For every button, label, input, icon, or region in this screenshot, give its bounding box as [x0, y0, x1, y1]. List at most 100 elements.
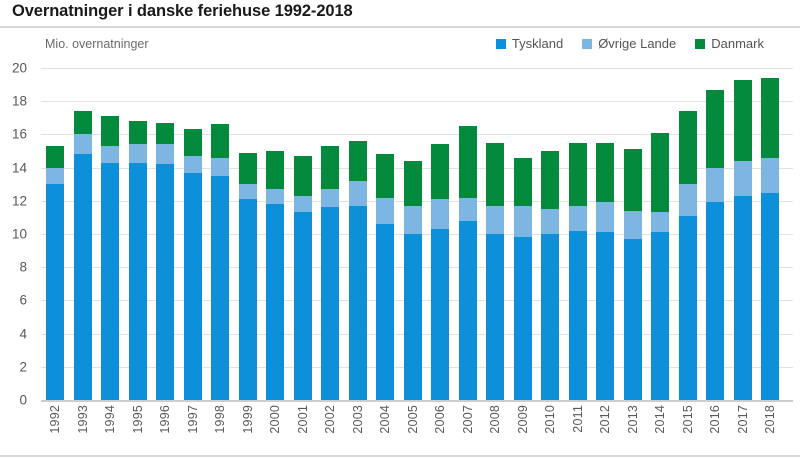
bar-column[interactable] — [238, 152, 257, 400]
bar-column[interactable] — [376, 154, 394, 400]
bar-column[interactable] — [458, 126, 477, 400]
bar-segment — [211, 124, 229, 158]
bar-column[interactable] — [733, 79, 752, 400]
bar-segment — [73, 111, 92, 135]
bar-segment — [293, 212, 312, 400]
bar-segment — [238, 184, 257, 200]
bar-column[interactable] — [651, 132, 669, 400]
bar-segment — [293, 156, 312, 196]
bar-segment — [321, 189, 339, 208]
bar-column[interactable] — [211, 124, 229, 400]
bar-column[interactable] — [293, 156, 312, 400]
bar-segment — [293, 195, 312, 213]
bar-column[interactable] — [101, 116, 119, 400]
bar-segment — [156, 164, 174, 400]
bar-segment — [623, 149, 642, 211]
bar-segment — [348, 205, 367, 400]
chart-legend: Tyskland Øvrige Lande Danmark — [495, 36, 764, 51]
bar-segment — [761, 157, 779, 193]
bar-segment — [266, 151, 284, 190]
bar-segment — [513, 205, 532, 238]
legend-item[interactable]: Tyskland — [495, 36, 563, 51]
x-axis-tick-label: 1993 — [75, 405, 90, 434]
x-axis-tick-label: 2000 — [268, 405, 282, 434]
bar-segment — [513, 157, 532, 206]
legend-item[interactable]: Øvrige Lande — [582, 36, 676, 51]
gridline — [41, 101, 793, 103]
bar-segment — [73, 134, 92, 155]
bar-column[interactable] — [73, 111, 92, 400]
bar-column[interactable] — [568, 142, 587, 400]
bar-segment — [431, 144, 449, 200]
bar-column[interactable] — [486, 142, 504, 400]
bar-segment — [183, 156, 202, 173]
bar-segment — [431, 229, 449, 400]
bar-segment — [541, 209, 559, 234]
x-axis-tick-label: 2015 — [680, 405, 695, 434]
bar-column[interactable] — [678, 111, 697, 400]
y-axis-tick-label: 16 — [11, 126, 27, 142]
x-axis-tick-label: 2010 — [543, 405, 557, 434]
x-axis-tick-label: 2006 — [433, 405, 447, 434]
bar-segment — [651, 212, 669, 233]
bar-segment — [238, 152, 257, 185]
bar-segment — [541, 234, 559, 400]
bar-column[interactable] — [403, 160, 422, 400]
gridline — [41, 134, 793, 136]
bar-segment — [376, 224, 394, 400]
bar-column[interactable] — [706, 89, 724, 400]
bar-segment — [238, 199, 257, 400]
x-axis-tick-label: 2001 — [295, 405, 310, 434]
bar-segment — [458, 126, 477, 198]
bar-segment — [156, 122, 174, 145]
bar-segment — [321, 207, 339, 400]
x-axis-tick-label: 2012 — [598, 405, 612, 434]
bar-column[interactable] — [128, 121, 147, 400]
bar-segment — [73, 154, 92, 400]
bar-segment — [156, 144, 174, 165]
bar-segment — [266, 204, 284, 400]
x-axis-tick-label: 2013 — [625, 405, 640, 434]
x-axis-tick-label: 2007 — [460, 405, 475, 434]
legend-swatch-icon — [495, 38, 506, 49]
plot-area: 0 2 4 6 8 10 12 14 16 18 20 — [12, 61, 793, 408]
bar-segment — [761, 192, 779, 400]
bar-column[interactable] — [183, 129, 202, 400]
bottom-divider — [0, 455, 800, 457]
y-axis-tick-label: 12 — [11, 193, 27, 209]
bar-column[interactable] — [761, 77, 779, 400]
bar-segment — [128, 162, 147, 400]
bar-segment — [706, 202, 724, 400]
bar-column[interactable] — [266, 151, 284, 400]
bar-column[interactable] — [623, 149, 642, 400]
bar-segment — [321, 146, 339, 190]
bar-segment — [486, 234, 504, 400]
bar-column[interactable] — [541, 151, 559, 400]
x-axis-tick-label: 2004 — [378, 405, 392, 434]
x-axis-tick-label: 1997 — [185, 405, 200, 434]
bar-column[interactable] — [348, 141, 367, 400]
x-axis-tick-label: 2003 — [350, 405, 365, 434]
bar-column[interactable] — [321, 146, 339, 400]
bar-column[interactable] — [46, 146, 64, 400]
x-axis-tick-label: 2016 — [708, 405, 722, 434]
x-axis-tick-label: 2018 — [763, 405, 777, 434]
bar-segment — [706, 89, 724, 168]
bar-segment — [403, 160, 422, 206]
legend-swatch-icon — [695, 38, 706, 49]
legend-item[interactable]: Danmark — [695, 36, 764, 51]
x-axis-tick-label: 2008 — [488, 405, 502, 434]
bar-segment — [513, 237, 532, 400]
y-axis-tick-label: 20 — [11, 60, 27, 76]
bar-column[interactable] — [513, 157, 532, 400]
bar-column[interactable] — [596, 142, 614, 400]
bar-segment — [486, 142, 504, 206]
x-axis-tick-label: 1996 — [158, 405, 172, 434]
bar-segment — [46, 184, 64, 400]
bar-column[interactable] — [156, 122, 174, 400]
bar-column[interactable] — [431, 144, 449, 400]
title-divider — [0, 26, 800, 28]
bar-segment — [761, 77, 779, 158]
bar-segment — [486, 205, 504, 234]
